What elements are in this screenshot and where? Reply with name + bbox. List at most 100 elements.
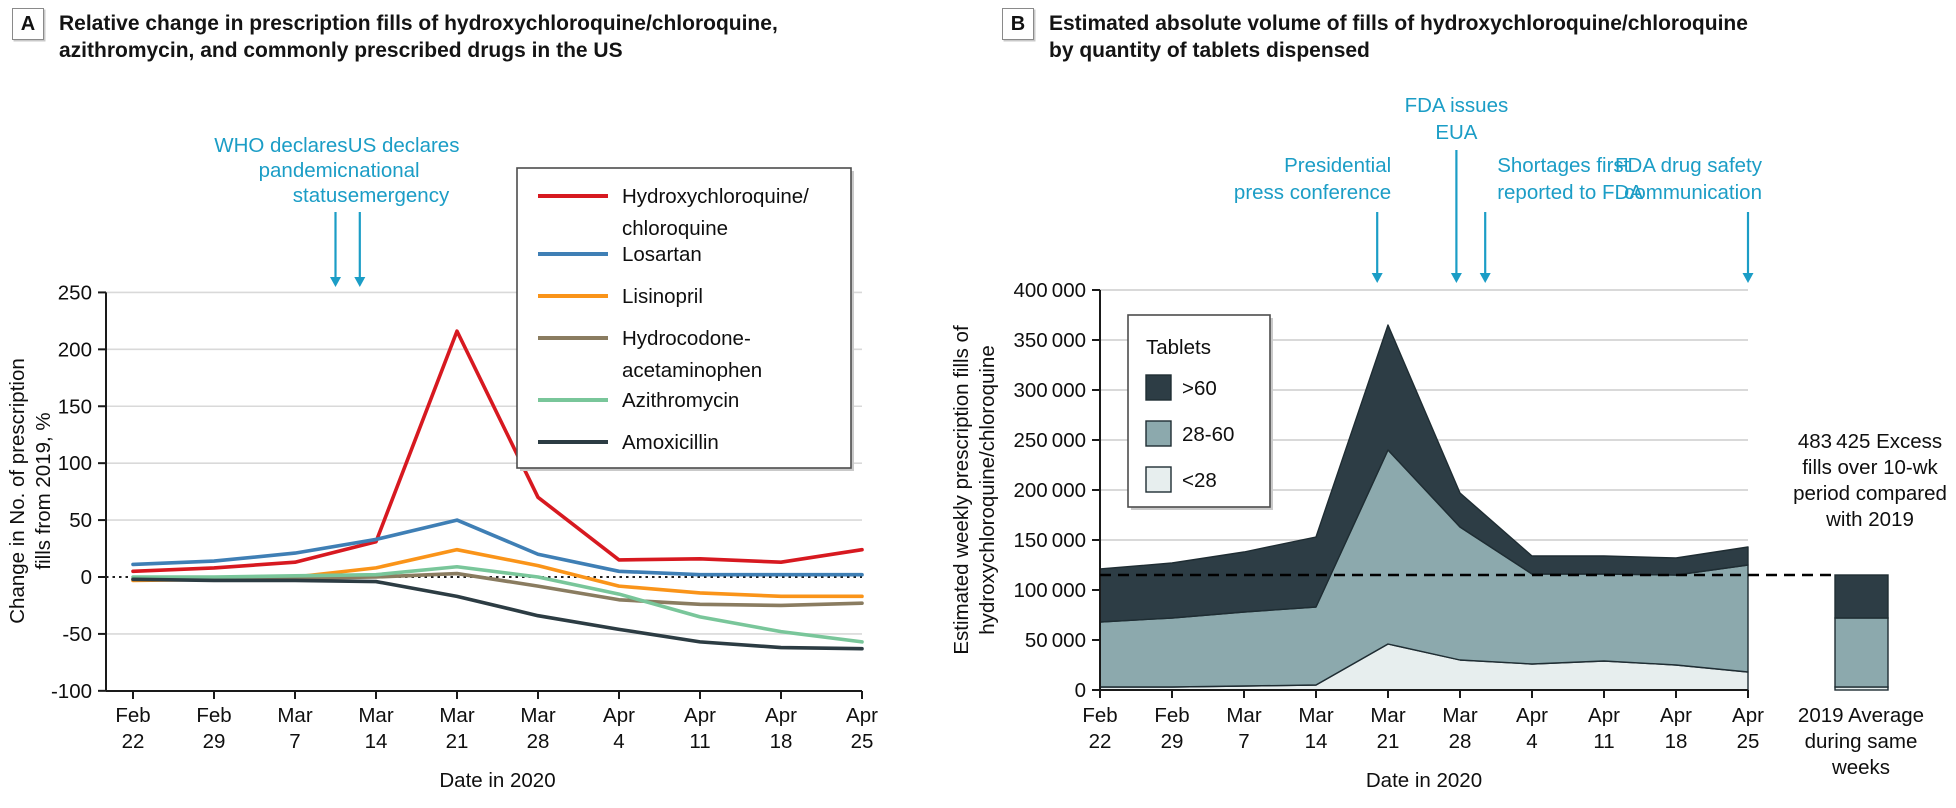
y-tick-label: 150 000 (1013, 529, 1086, 552)
legend-label: Hydrocodone- (622, 327, 751, 350)
x-tick-label: Apr (1588, 704, 1620, 727)
legend-swatch-28 (1145, 466, 1172, 493)
annotation-arrow-presidential-head (1371, 273, 1383, 283)
annotation-text-who-declares: WHO declares (214, 134, 347, 157)
area-band-60 (1099, 324, 1749, 623)
y-tick-label: 150 (58, 395, 92, 418)
legend-label: Lisinopril (622, 285, 703, 308)
x-tick-label: Apr (1732, 704, 1764, 727)
x-tick-label: Feb (1154, 704, 1189, 727)
y-tick-label: 50 (69, 509, 92, 532)
legend-label: Losartan (622, 243, 702, 266)
excess-fills-text: period compared (1793, 482, 1947, 505)
annotation-text-shortages-first: reported to FDA (1497, 181, 1643, 204)
annotation-arrow-us-declares-head (354, 277, 366, 287)
annotation-arrow-fda-drug-safety-head (1742, 273, 1754, 283)
y-tick-label: 350 000 (1013, 329, 1086, 352)
y-tick-label: 200 (58, 338, 92, 361)
legend-label: 28-60 (1182, 423, 1234, 446)
x-tick-label: Mar (439, 704, 474, 727)
y-tick-label: 50 000 (1025, 629, 1086, 652)
y-axis-title: Estimated weekly prescription fills of (950, 325, 973, 655)
side-bar-label: during same (1805, 730, 1918, 753)
panel-a-title: Relative change in prescription fills of… (59, 8, 778, 64)
y-axis-title: fills from 2019, % (32, 412, 55, 569)
x-tick-label: 29 (1161, 730, 1184, 753)
x-tick-label: Feb (196, 704, 231, 727)
legend-label: acetaminophen (622, 359, 762, 382)
y-tick-label: 100 (58, 452, 92, 475)
side-bar-segment-60 (1834, 574, 1889, 619)
series-line-azithromycin (131, 564, 864, 644)
annotation-text-presidential: press conference (1234, 181, 1391, 204)
x-tick-label: Apr (765, 704, 797, 727)
legend-label: chloroquine (622, 217, 728, 240)
x-tick-label: 14 (365, 730, 388, 753)
annotation-text-fda-issues: EUA (1435, 121, 1477, 144)
y-tick-label: 0 (1075, 679, 1086, 702)
x-axis-title: Date in 2020 (1366, 769, 1482, 792)
x-tick-label: 4 (613, 730, 624, 753)
annotation-text-who-declares: status (293, 184, 348, 207)
x-tick-label: Mar (358, 704, 393, 727)
y-tick-label: 100 000 (1013, 579, 1086, 602)
panel-a-label: A (12, 8, 44, 40)
annotation-text-shortages-first: Shortages first (1497, 154, 1629, 177)
x-tick-label: 21 (446, 730, 469, 753)
x-tick-label: 25 (851, 730, 874, 753)
annotation-arrow-shortages-first-head (1479, 273, 1491, 283)
x-tick-label: Mar (277, 704, 312, 727)
x-tick-label: 18 (1665, 730, 1688, 753)
annotation-text-who-declares: pandemic (259, 159, 348, 182)
annotation-arrow-who-declares-head (330, 277, 341, 287)
x-tick-label: Mar (1226, 704, 1261, 727)
legend: Tablets >60 28-60 <28 (1127, 314, 1273, 510)
legend-title: Tablets (1146, 336, 1211, 359)
series-line-amoxicillin (131, 577, 864, 651)
panel-a-title-line1: Relative change in prescription fills of… (59, 12, 778, 35)
x-tick-label: 29 (203, 730, 226, 753)
x-tick-label: 11 (689, 730, 710, 753)
side-bar-segment-28-60 (1834, 617, 1889, 688)
x-tick-label: 22 (122, 730, 145, 753)
x-axis-title: Date in 2020 (439, 769, 555, 792)
panel-b-plot: 400 000 350 000 300 000 250 000 200 000 150 0… (950, 94, 1947, 792)
x-tick-label: Mar (1298, 704, 1333, 727)
legend-swatch-60 (1145, 374, 1172, 401)
x-tick-label: Apr (1660, 704, 1692, 727)
y-tick-label: 200 000 (1013, 479, 1086, 502)
y-tick-label: -50 (62, 623, 92, 646)
side-bar-label: 2019 Average (1798, 704, 1924, 727)
legend: Hydroxychloroquine/chloroquine Losartan Li… (516, 167, 854, 471)
y-tick-label: -100 (51, 680, 92, 703)
y-axis-title: Change in No. of prescription (6, 358, 29, 624)
annotation-text-us-declares: US declares (348, 134, 460, 157)
annotation-text-presidential: Presidential (1284, 154, 1391, 177)
y-tick-label: 300 000 (1013, 379, 1086, 402)
x-tick-label: Apr (603, 704, 635, 727)
panel-a-chart: 250 200 150 100 50 0 -50 -100 Feb 22 Feb 29 Mar 7 Mar 1… (6, 134, 878, 792)
side-bar-label: weeks (1831, 756, 1890, 779)
x-tick-label: Feb (1082, 704, 1117, 727)
x-tick-label: Mar (520, 704, 555, 727)
y-tick-label: 250 000 (1013, 429, 1086, 452)
y-tick-label: 250 (58, 281, 92, 304)
panel-b-title-line1: Estimated absolute volume of fills of hy… (1049, 12, 1748, 35)
x-tick-label: Apr (1516, 704, 1548, 727)
x-tick-label: Apr (846, 704, 878, 727)
annotation-text-us-declares: emergency (348, 184, 450, 207)
series-line-losartan (131, 518, 864, 577)
panel-b-header: B Estimated absolute volume of fills of … (1002, 8, 1942, 64)
legend-swatch-28-60 (1145, 420, 1172, 447)
x-tick-label: 4 (1526, 730, 1537, 753)
legend-box (516, 167, 852, 469)
x-tick-label: Feb (115, 704, 150, 727)
panel-b-label: B (1002, 8, 1034, 40)
annotation-arrow-fda-issues-head (1450, 273, 1462, 283)
series-line-hydroxychloroquine-chloroquine (131, 329, 864, 574)
x-tick-label: 7 (289, 730, 300, 753)
excess-fills-text: 483 425 Excess (1798, 430, 1942, 453)
x-tick-label: 28 (527, 730, 550, 753)
annotation-text-fda-drug-safety: FDA drug safety (1615, 154, 1763, 177)
